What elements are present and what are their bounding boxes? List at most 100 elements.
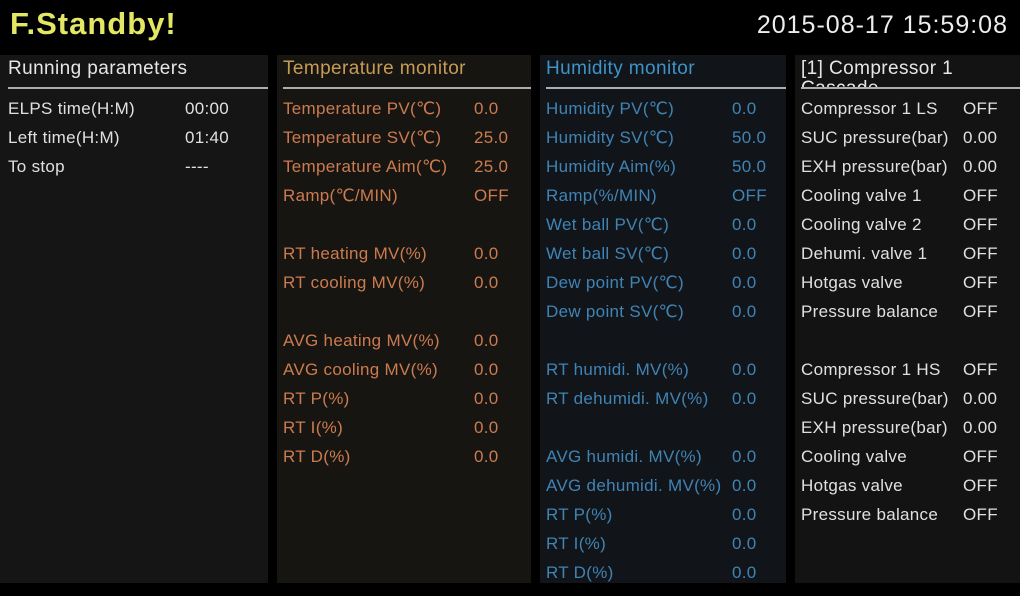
parameter-value: 25.0 — [474, 127, 509, 147]
parameter-value: 0.0 — [732, 243, 757, 263]
parameter-row: Temperature PV(℃) 0.0 — [283, 94, 531, 123]
parameter-value: 00:00 — [185, 98, 230, 118]
parameter-row: ELPS time(H:M) 00:00 — [8, 94, 268, 123]
header-underline — [283, 87, 531, 89]
parameter-row: Pressure balance OFF — [801, 500, 1020, 529]
datetime-display: 2015-08-17 15:59:08 — [756, 11, 1008, 39]
parameter-label: Hotgas valve — [801, 475, 903, 495]
parameter-row: RT dehumidi. MV(%) 0.0 — [546, 384, 786, 413]
parameter-value: OFF — [963, 359, 998, 379]
parameter-value: ---- — [185, 156, 209, 176]
parameter-value: OFF — [732, 185, 767, 205]
parameter-value: 0.0 — [474, 446, 499, 466]
parameter-label: Dehumi. valve 1 — [801, 243, 928, 263]
parameter-row: Temperature Aim(℃) 25.0 — [283, 152, 531, 181]
parameter-rows: ELPS time(H:M) 00:00 Left time(H:M) 01:4… — [8, 94, 268, 181]
parameter-label: RT dehumidi. MV(%) — [546, 388, 709, 408]
parameter-label: AVG cooling MV(%) — [283, 359, 438, 379]
parameter-label: EXH pressure(bar) — [801, 156, 948, 176]
parameter-label: RT I(%) — [283, 417, 344, 437]
parameter-row: AVG humidi. MV(%) 0.0 — [546, 442, 786, 471]
parameter-label: Ramp(℃/MIN) — [283, 185, 398, 205]
parameter-label: RT D(%) — [546, 562, 614, 582]
parameter-row: Ramp(%/MIN) OFF — [546, 181, 786, 210]
parameter-value: OFF — [963, 475, 998, 495]
panel-header: Humidity monitor — [546, 55, 786, 89]
panel-compressor-1-cascade: [1] Compressor 1 Cascade Compressor 1 LS… — [795, 55, 1020, 583]
status-title: F.Standby! — [10, 6, 177, 41]
parameter-row: RT P(%) 0.0 — [546, 500, 786, 529]
parameter-row: RT I(%) 0.0 — [546, 529, 786, 558]
parameter-label: Left time(H:M) — [8, 127, 120, 147]
parameter-row: Cooling valve OFF — [801, 442, 1020, 471]
parameter-row: AVG dehumidi. MV(%) 0.0 — [546, 471, 786, 500]
parameter-value: 0.0 — [474, 243, 499, 263]
panel-header: Temperature monitor — [283, 55, 531, 89]
parameter-row: AVG heating MV(%) 0.0 — [283, 326, 531, 355]
parameter-label: Humidity PV(℃) — [546, 98, 675, 118]
panel-title: Running parameters — [8, 58, 188, 79]
parameter-row: Compressor 1 HS OFF — [801, 355, 1020, 384]
parameter-row: RT P(%) 0.0 — [283, 384, 531, 413]
parameter-rows: Temperature PV(℃) 0.0 Temperature SV(℃) … — [283, 94, 531, 471]
parameter-row: SUC pressure(bar) 0.00 — [801, 123, 1020, 152]
parameter-label: Temperature SV(℃) — [283, 127, 442, 147]
parameter-label: Wet ball PV(℃) — [546, 214, 670, 234]
parameter-row: Pressure balance OFF — [801, 297, 1020, 326]
parameter-row: Left time(H:M) 01:40 — [8, 123, 268, 152]
parameter-value: 0.00 — [963, 127, 998, 147]
parameter-label: Ramp(%/MIN) — [546, 185, 657, 205]
header-underline — [8, 87, 268, 89]
parameter-label: Cooling valve — [801, 446, 907, 466]
parameter-row: SUC pressure(bar) 0.00 — [801, 384, 1020, 413]
parameter-row: Temperature SV(℃) 25.0 — [283, 123, 531, 152]
parameter-label: AVG heating MV(%) — [283, 330, 440, 350]
parameter-value: 0.0 — [732, 475, 757, 495]
parameter-value: 0.0 — [732, 533, 757, 553]
parameter-row: RT humidi. MV(%) 0.0 — [546, 355, 786, 384]
parameter-label: RT cooling MV(%) — [283, 272, 426, 292]
parameter-row: Hotgas valve OFF — [801, 471, 1020, 500]
parameter-value: 0.0 — [732, 98, 757, 118]
panel-temperature-monitor: Temperature monitor Temperature PV(℃) 0.… — [277, 55, 531, 583]
panel-title: [1] Compressor 1 Cascade — [801, 58, 954, 90]
parameter-label: Pressure balance — [801, 504, 939, 524]
parameter-label: Temperature Aim(℃) — [283, 156, 448, 176]
parameter-row: Dew point PV(℃) 0.0 — [546, 268, 786, 297]
parameter-value: OFF — [963, 301, 998, 321]
parameter-value: OFF — [963, 185, 998, 205]
parameter-label: Cooling valve 1 — [801, 185, 922, 205]
parameter-row: Ramp(℃/MIN) OFF — [283, 181, 531, 210]
parameter-row: Dew point SV(℃) 0.0 — [546, 297, 786, 326]
parameter-value: 0.0 — [474, 388, 499, 408]
parameter-value: 0.0 — [732, 388, 757, 408]
header-underline — [801, 87, 1020, 89]
parameter-label: AVG dehumidi. MV(%) — [546, 475, 722, 495]
parameter-value: 0.0 — [732, 446, 757, 466]
parameter-label: Wet ball SV(℃) — [546, 243, 670, 263]
title-bar: F.Standby! 2015-08-17 15:59:08 — [0, 0, 1020, 55]
parameter-value: 0.00 — [963, 388, 998, 408]
parameter-row: EXH pressure(bar) 0.00 — [801, 413, 1020, 442]
parameter-label: Hotgas valve — [801, 272, 903, 292]
parameter-value: 0.0 — [732, 301, 757, 321]
parameter-row: EXH pressure(bar) 0.00 — [801, 152, 1020, 181]
parameter-label: To stop — [8, 156, 65, 176]
parameter-label: AVG humidi. MV(%) — [546, 446, 702, 466]
parameter-label: RT P(%) — [546, 504, 613, 524]
header-underline — [546, 87, 786, 89]
parameter-value: OFF — [963, 272, 998, 292]
parameter-label: Pressure balance — [801, 301, 939, 321]
parameter-row: RT heating MV(%) 0.0 — [283, 239, 531, 268]
parameter-label: RT D(%) — [283, 446, 351, 466]
panel-humidity-monitor: Humidity monitor Humidity PV(℃) 0.0 Humi… — [540, 55, 786, 583]
parameter-value: 0.00 — [963, 156, 998, 176]
parameter-row: AVG cooling MV(%) 0.0 — [283, 355, 531, 384]
parameter-label: Humidity SV(℃) — [546, 127, 675, 147]
parameter-row: RT cooling MV(%) 0.0 — [283, 268, 531, 297]
parameter-row: Humidity Aim(%) 50.0 — [546, 152, 786, 181]
parameter-value: OFF — [963, 446, 998, 466]
parameter-value: 25.0 — [474, 156, 509, 176]
panels-container: Running parameters ELPS time(H:M) 00:00 … — [0, 55, 1020, 583]
